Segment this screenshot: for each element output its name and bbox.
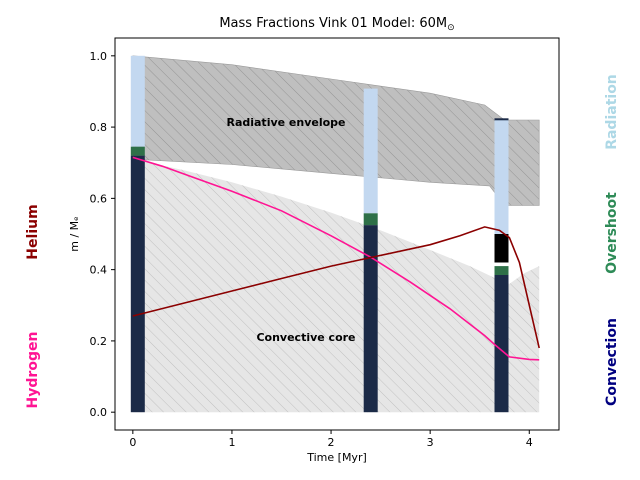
radiation-segment-0 [130,55,145,147]
legend-convection: Convection [604,318,620,406]
x-tick-label-0: 0 [129,436,136,449]
overshoot-segment-0 [130,146,145,156]
x-tick-label-4: 4 [526,436,533,449]
black-segment-2 [494,234,509,263]
y-tick-label-1: 0.2 [90,335,108,348]
y-axis: 0.0 0.2 0.4 0.6 0.8 1.0 [90,50,115,419]
radiative-envelope-region [132,55,540,206]
convection-segment-1 [363,225,378,413]
hydrogen-line [132,156,540,361]
legend-radiation: Radiation [604,74,620,150]
legend-hydrogen: Hydrogen [25,332,41,409]
radiation-segment-1 [363,88,378,214]
overshoot-segment-2 [494,266,509,275]
y-axis-label: m / Mₑ [68,216,81,252]
y-tick-label-3: 0.6 [90,192,108,205]
convection-segment-2 [494,275,509,413]
y-tick-label-0: 0.0 [90,406,108,419]
helium-line [132,226,540,349]
legend-helium: Helium [25,204,41,259]
y-tick-label-2: 0.4 [90,264,108,277]
plot-frame [114,37,560,431]
envelope-label: Radiative envelope [226,116,345,129]
radiation-segment-2 [494,120,509,234]
x-axis: 0 1 2 3 4 [129,430,533,449]
legend-overshoot: Overshoot [604,192,620,274]
x-axis-label: Time [Myr] [306,451,367,464]
chart-title: Mass Fractions Vink 01 Model: 60M⊙ [219,16,454,33]
y-tick-label-5: 1.0 [90,50,108,63]
core-label: Convective core [256,331,355,344]
convective-core-region [132,159,540,413]
x-tick-label-2: 2 [328,436,335,449]
x-tick-label-1: 1 [228,436,235,449]
overshoot-segment-1 [363,213,378,226]
plot-area [130,55,540,413]
y-tick-label-4: 0.8 [90,121,108,134]
x-tick-label-3: 3 [427,436,434,449]
convection-segment-0 [130,155,145,413]
sun-symbol: ⊙ [447,23,455,33]
